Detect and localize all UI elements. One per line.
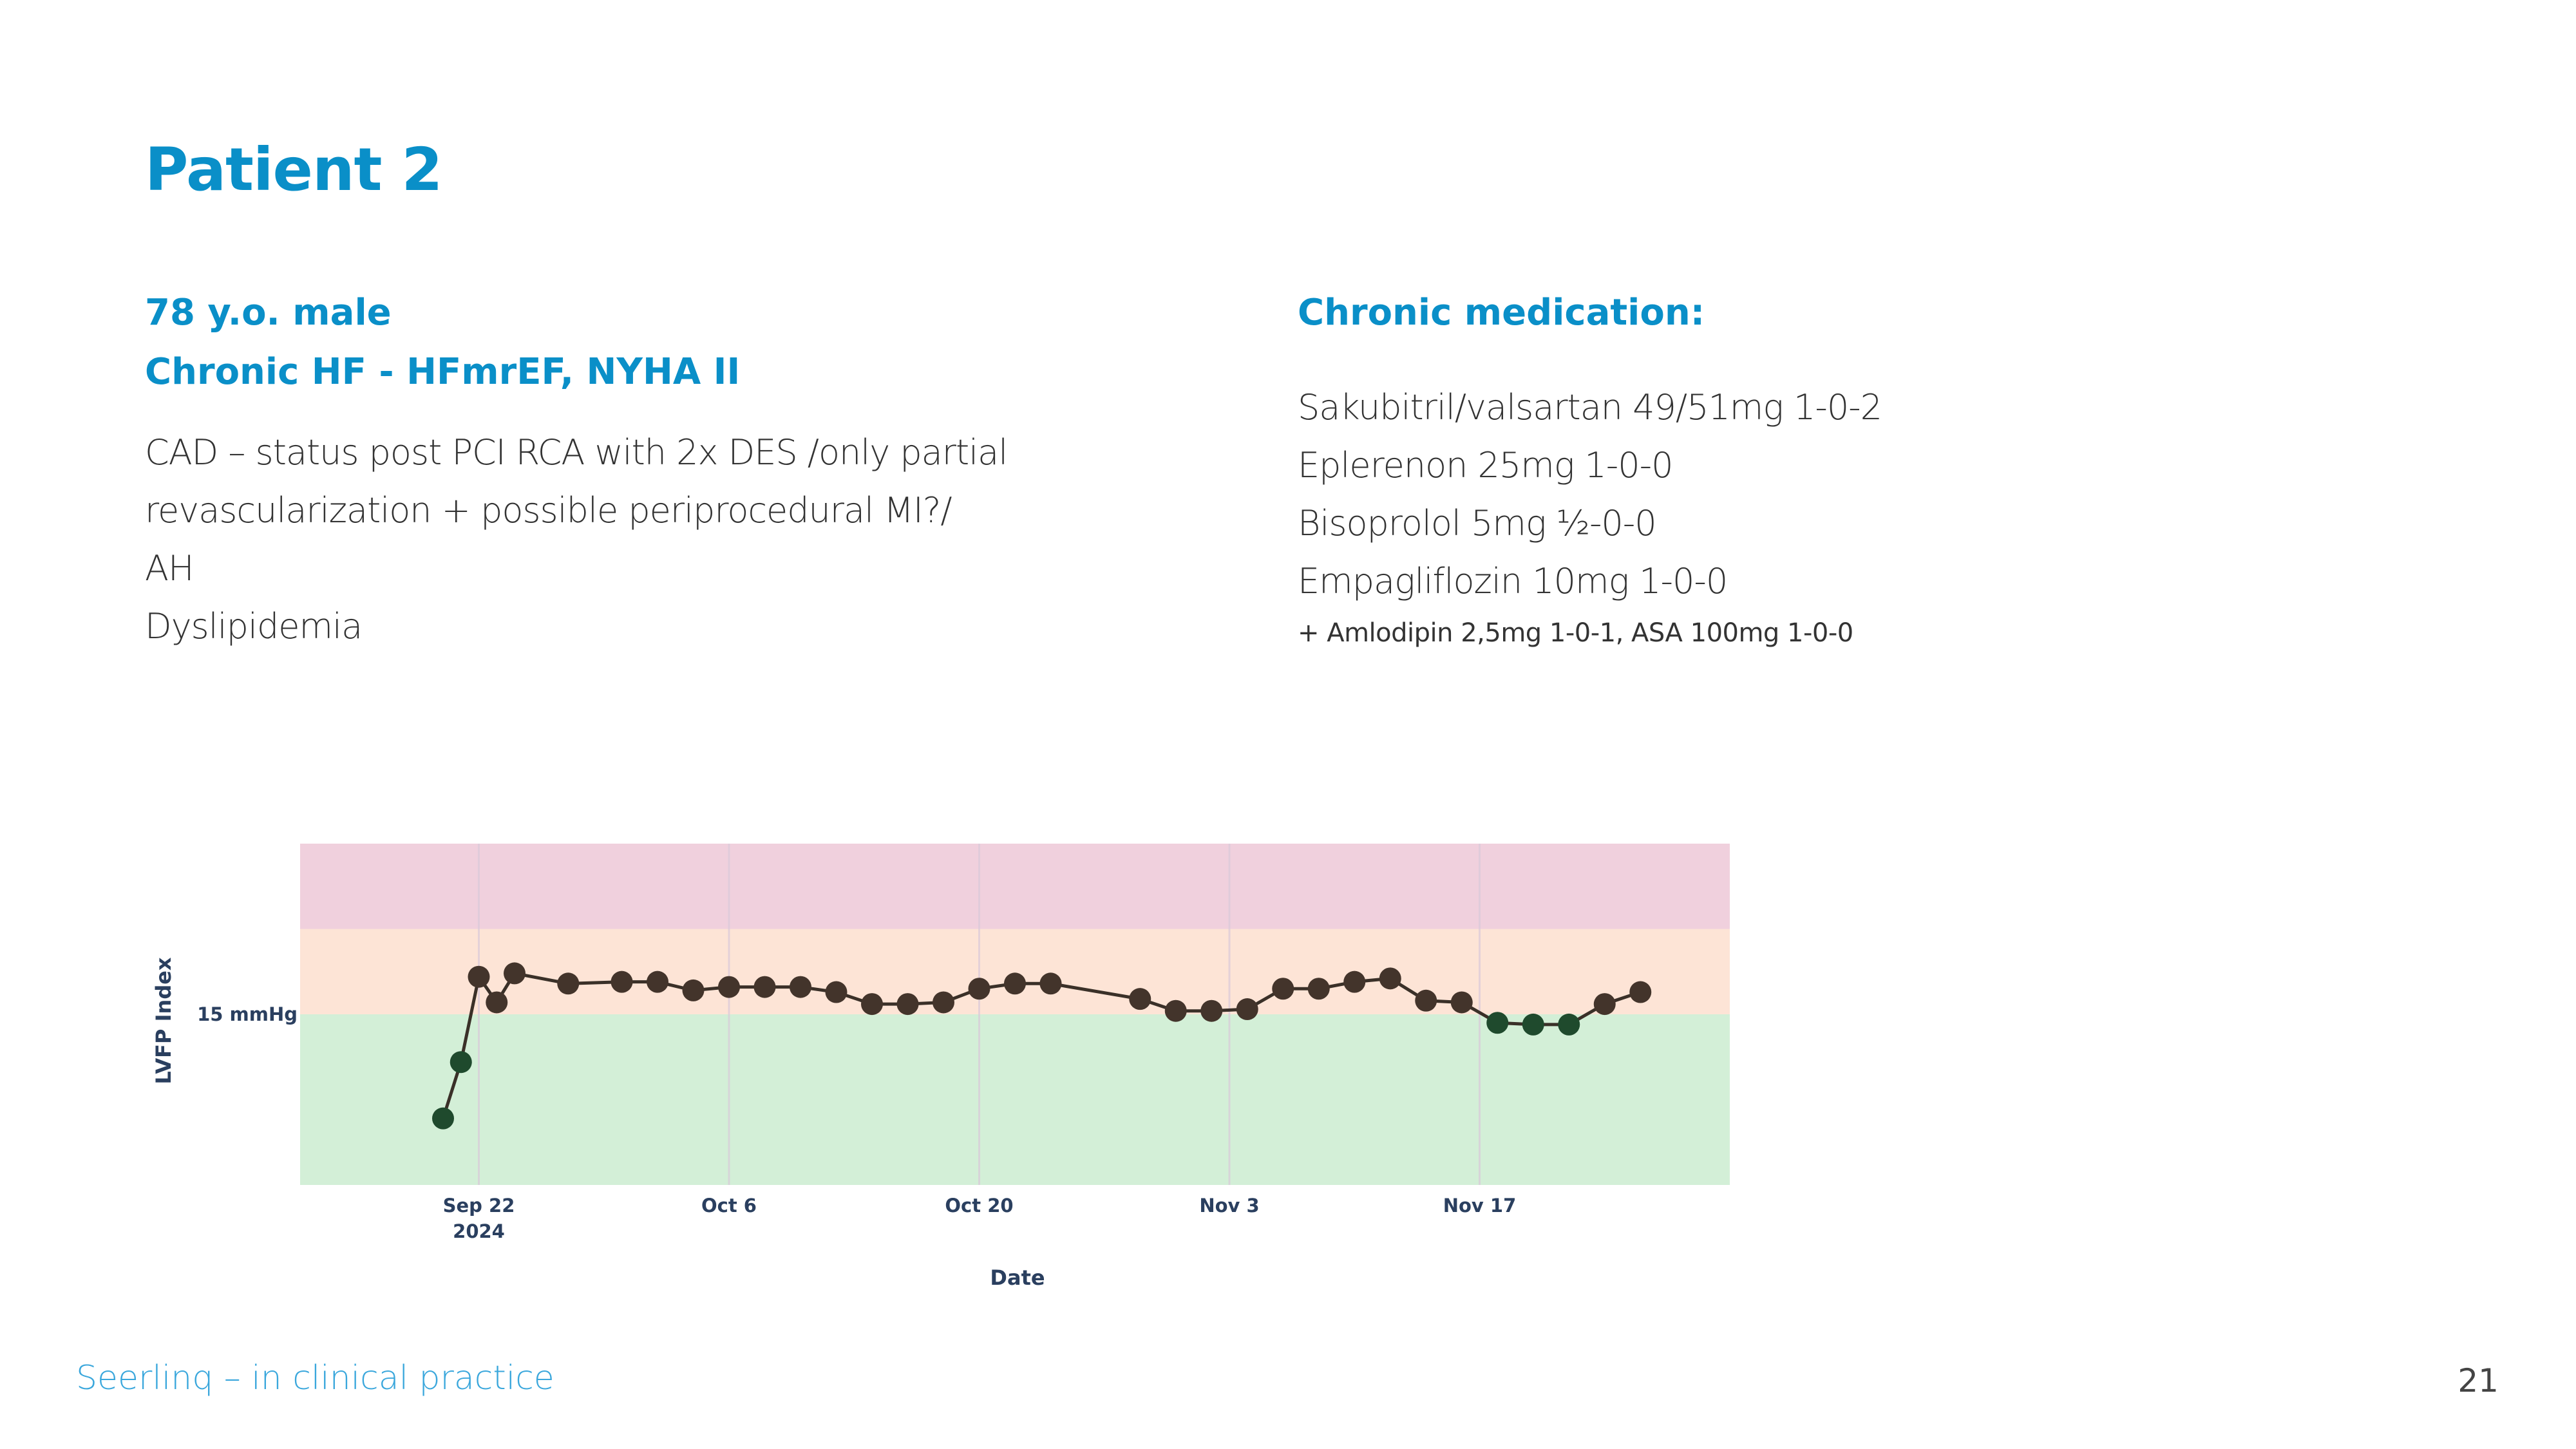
data-point	[718, 976, 740, 998]
x-tick-label: Nov 17	[1443, 1195, 1517, 1217]
data-point	[468, 965, 490, 988]
history-line: Dyslipidemia	[145, 606, 363, 647]
data-point	[968, 978, 990, 1000]
medication-note: + Amlodipin 2,5mg 1-0-1, ASA 100mg 1-0-0	[1298, 618, 1853, 648]
x-tick-label: Nov 3	[1199, 1195, 1259, 1217]
history-line: CAD – status post PCI RCA with 2x DES /o…	[145, 432, 1008, 473]
slide-title: Patient 2	[145, 135, 442, 204]
data-point	[450, 1051, 472, 1074]
lvfp-chart: Sep 22 2024 Oct 6 Oct 20 Nov 3 Nov 17 15 mmHg…	[151, 844, 1730, 1290]
data-point	[790, 976, 811, 998]
data-point	[1522, 1013, 1544, 1036]
series-line	[441, 971, 1642, 1119]
data-point	[682, 979, 705, 1001]
data-point	[504, 962, 526, 985]
data-point	[1164, 999, 1187, 1022]
data-point	[1450, 991, 1473, 1014]
data-point	[432, 1107, 454, 1130]
data-point	[1486, 1012, 1509, 1034]
data-point	[486, 991, 508, 1014]
medication-item: Eplerenon 25mg 1-0-0	[1298, 445, 1673, 486]
data-point	[1129, 988, 1151, 1010]
page-number: 21	[2458, 1362, 2499, 1399]
risk-zone-band	[300, 1014, 1730, 1185]
footer-text: Seerlinq – in clinical practice	[76, 1359, 554, 1397]
data-point	[861, 993, 883, 1016]
risk-zone-band	[300, 929, 1730, 1014]
x-tick-label: Oct 20	[945, 1195, 1013, 1217]
data-point	[1415, 989, 1437, 1012]
history-line: AH	[145, 548, 194, 589]
data-point	[1039, 972, 1062, 995]
data-point	[1236, 998, 1258, 1021]
risk-zone-band	[300, 844, 1730, 929]
medication-item: Bisoprolol 5mg ½-0-0	[1298, 503, 1657, 544]
medication-item: Empagliflozin 10mg 1-0-0	[1298, 561, 1728, 601]
data-point	[1558, 1013, 1580, 1036]
y-tick-label: 15 mmHg	[197, 1003, 298, 1025]
medication-item: Sakubitril/valsartan 49/51mg 1-0-2	[1298, 387, 1882, 428]
data-point	[1307, 978, 1330, 1000]
data-point	[557, 972, 580, 995]
x-tick-label: Oct 6	[701, 1195, 757, 1217]
data-point	[1593, 993, 1616, 1016]
patient-info: 78 y.o. male Chronic HF - HFmrEF, NYHA I…	[145, 283, 1336, 656]
data-point	[1343, 971, 1366, 993]
y-axis-label: LVFP Index	[151, 957, 176, 1084]
data-point	[1272, 978, 1294, 1000]
data-point	[1004, 972, 1026, 995]
data-point	[1629, 981, 1652, 1003]
x-tick-label: Sep 22	[443, 1195, 515, 1217]
history-line: revascularization + possible periprocedu…	[145, 490, 952, 531]
data-point	[825, 981, 848, 1003]
data-point	[647, 971, 668, 993]
medication-section: Chronic medication: Sakubitril/valsartan…	[1298, 283, 2328, 656]
data-point	[1200, 999, 1223, 1022]
medication-heading: Chronic medication:	[1298, 292, 1705, 334]
data-point	[611, 971, 633, 993]
x-axis-label: Date	[990, 1265, 1045, 1290]
data-point	[896, 993, 919, 1016]
data-point	[933, 991, 954, 1014]
patient-demographics: 78 y.o. male	[145, 292, 392, 334]
data-point	[1379, 967, 1401, 990]
data-point	[753, 976, 776, 998]
x-tick-sublabel: 2024	[453, 1220, 505, 1242]
patient-diagnosis: Chronic HF - HFmrEF, NYHA II	[145, 351, 741, 393]
